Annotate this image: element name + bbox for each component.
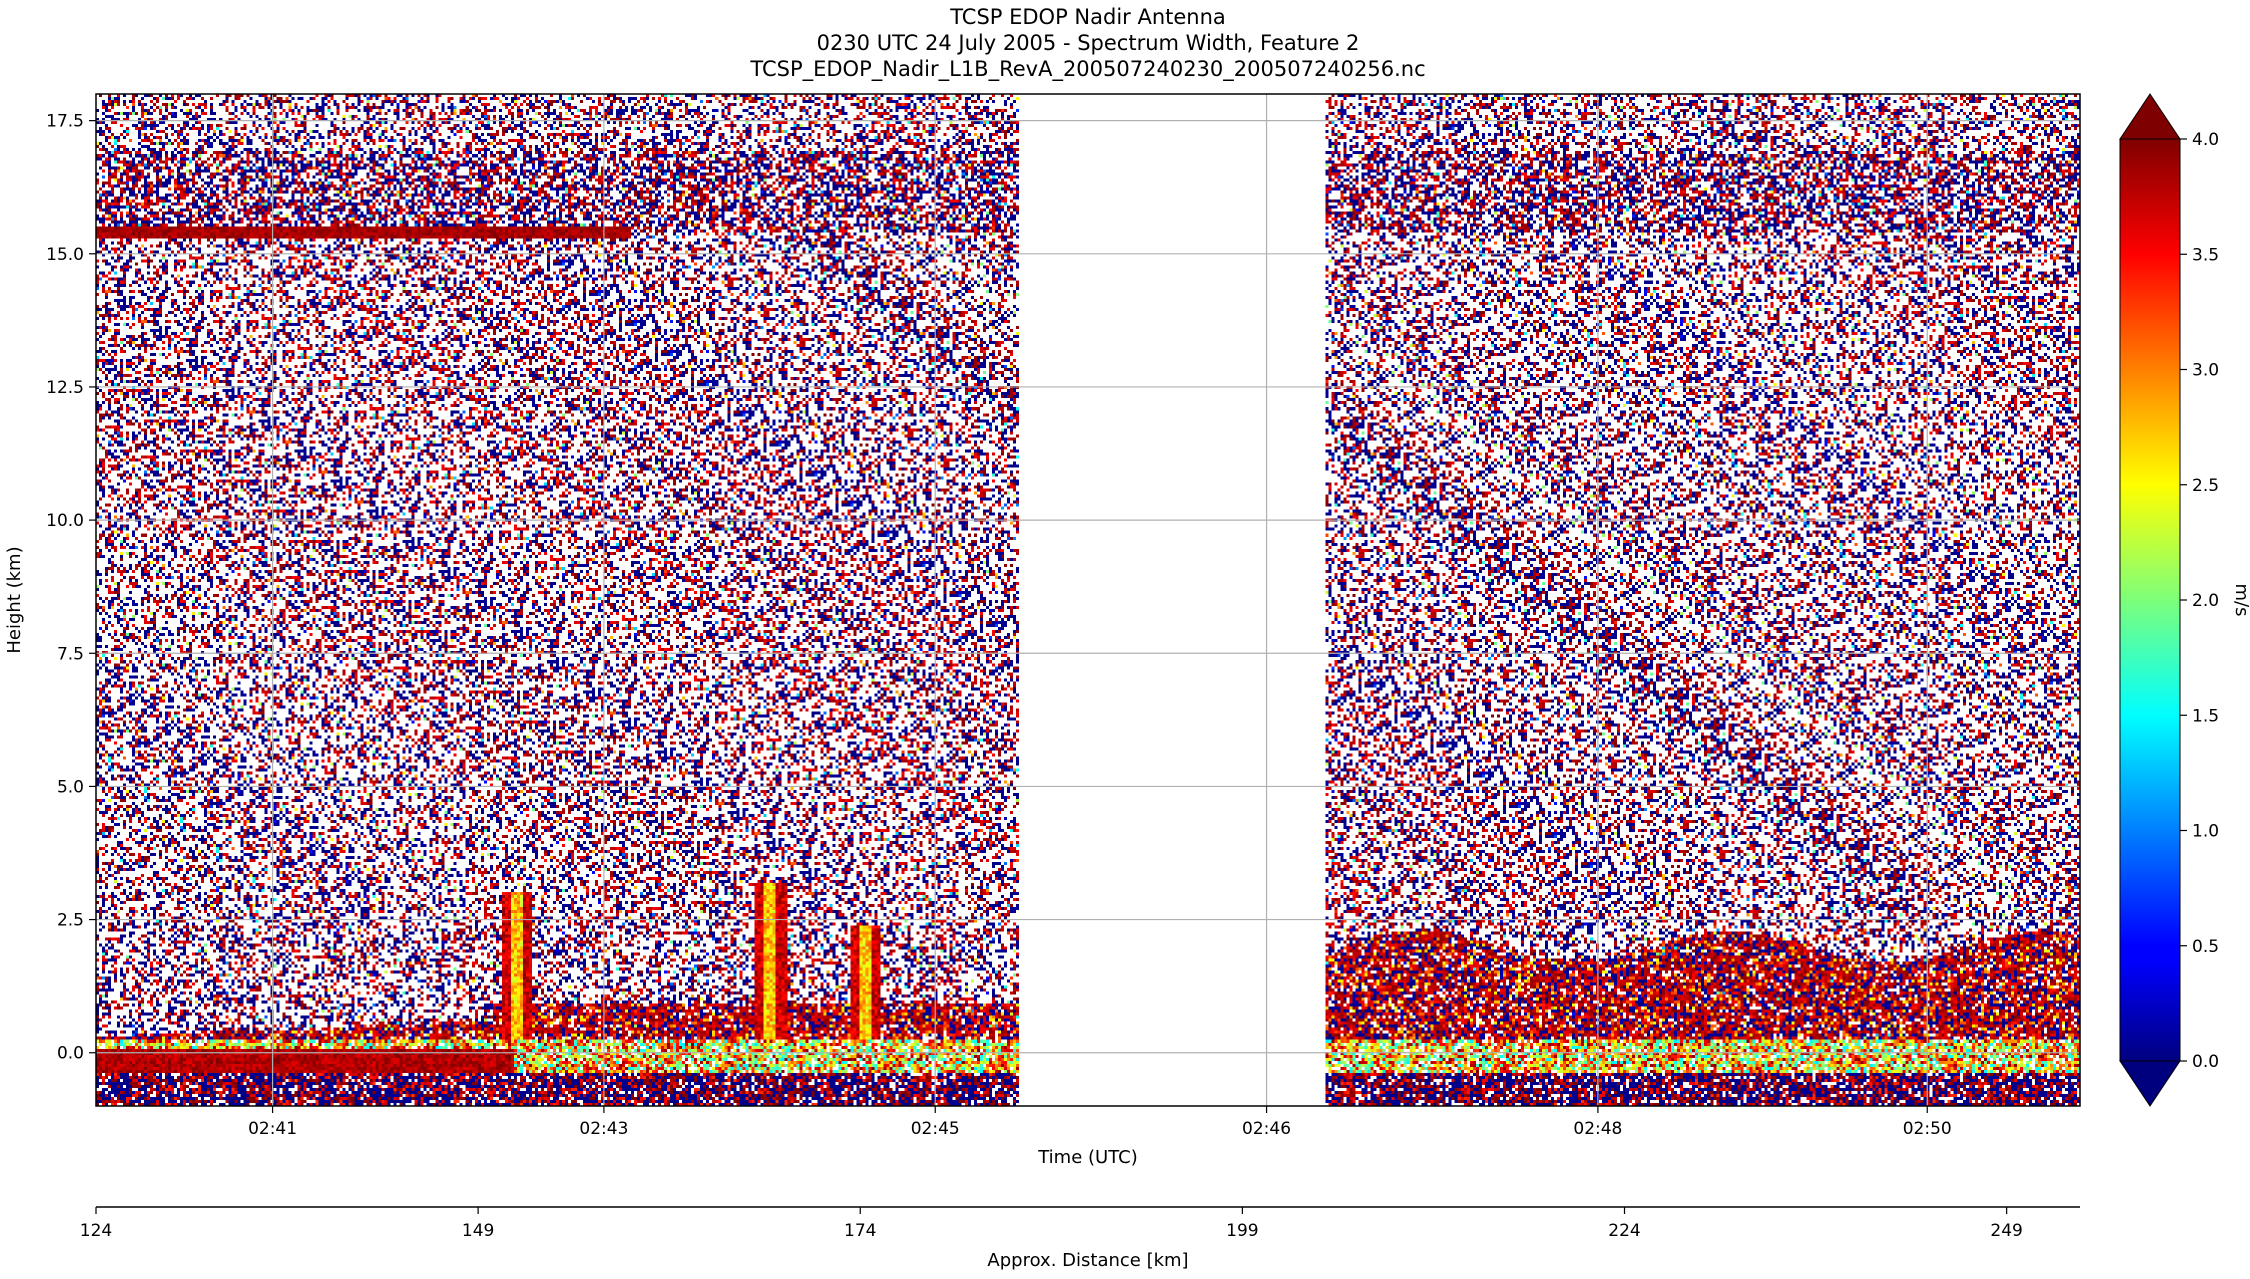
distance-axis-ticks: 124 149 174 199 224 249 [80, 1207, 2023, 1241]
x-tick-label: 02:48 [1573, 1119, 1622, 1139]
distance-tick-label: 249 [1990, 1221, 2022, 1241]
y-tick-label: 12.5 [46, 378, 84, 398]
distance-tick-label: 149 [462, 1221, 494, 1241]
distance-tick-label: 124 [80, 1221, 112, 1241]
x-axis-label: Time (UTC) [1037, 1147, 1138, 1168]
y-axis-ticks: 0.0 2.5 5.0 7.5 10.0 12.5 15.0 17.5 [46, 112, 96, 1064]
colorbar-extend-min [2119, 1060, 2181, 1107]
x-tick-label: 02:45 [911, 1119, 960, 1139]
distance-tick-label: 224 [1608, 1221, 1640, 1241]
x-tick-label: 02:50 [1903, 1119, 1952, 1139]
chart-title-line-2: 0230 UTC 24 July 2005 - Spectrum Width, … [817, 31, 1360, 55]
x-tick-label: 02:43 [579, 1119, 628, 1139]
y-axis-label: Height (km) [4, 546, 25, 653]
colorbar-tick-label: 1.0 [2192, 822, 2219, 842]
spectrum-width-heatmap [96, 94, 2080, 1106]
colorbar-extend-max [2119, 93, 2181, 140]
colorbar: 0.0 0.5 1.0 1.5 2.0 2.5 3.0 3.5 4.0 m/s [2119, 93, 2250, 1107]
colorbar-tick-label: 2.5 [2192, 476, 2219, 496]
x-axis-ticks: 02:41 02:43 02:45 02:46 02:48 02:50 [248, 1106, 1952, 1139]
distance-tick-label: 199 [1226, 1221, 1258, 1241]
y-tick-label: 15.0 [46, 245, 84, 265]
y-tick-label: 2.5 [57, 911, 84, 931]
y-tick-label: 5.0 [57, 777, 84, 797]
plot-frame [95, 93, 2081, 1107]
colorbar-label: m/s [2231, 584, 2250, 617]
x-tick-label: 02:41 [248, 1119, 297, 1139]
colorbar-tick-label: 0.0 [2192, 1052, 2219, 1072]
chart-title-line-3: TCSP_EDOP_Nadir_L1B_RevA_200507240230_20… [749, 57, 1425, 82]
colorbar-ticks: 0.0 0.5 1.0 1.5 2.0 2.5 3.0 3.5 4.0 [2180, 130, 2219, 1072]
plot-area: 02:41 02:43 02:45 02:46 02:48 02:50 0.0 2.5 5.0… [46, 93, 2081, 1139]
colorbar-tick-label: 2.0 [2192, 591, 2219, 611]
grid-lines [96, 94, 2080, 1106]
y-tick-label: 0.0 [57, 1044, 84, 1064]
colorbar-tick-label: 1.5 [2192, 706, 2219, 726]
colorbar-tick-label: 3.0 [2192, 361, 2219, 381]
distance-tick-label: 174 [844, 1221, 876, 1241]
colorbar-tick-label: 0.5 [2192, 937, 2219, 957]
x-tick-label: 02:46 [1242, 1119, 1291, 1139]
y-tick-label: 10.0 [46, 511, 84, 531]
y-tick-label: 17.5 [46, 112, 84, 132]
colorbar-tick-label: 3.5 [2192, 245, 2219, 265]
distance-axis-label: Approx. Distance [km] [987, 1250, 1188, 1271]
colorbar-tick-label: 4.0 [2192, 130, 2219, 150]
y-tick-label: 7.5 [57, 644, 84, 664]
colorbar-gradient [2119, 138, 2181, 1062]
distance-axis: 124 149 174 199 224 249 Approx. Distance [km] [80, 1206, 2080, 1271]
chart-title-line-1: TCSP EDOP Nadir Antenna [949, 5, 1226, 29]
